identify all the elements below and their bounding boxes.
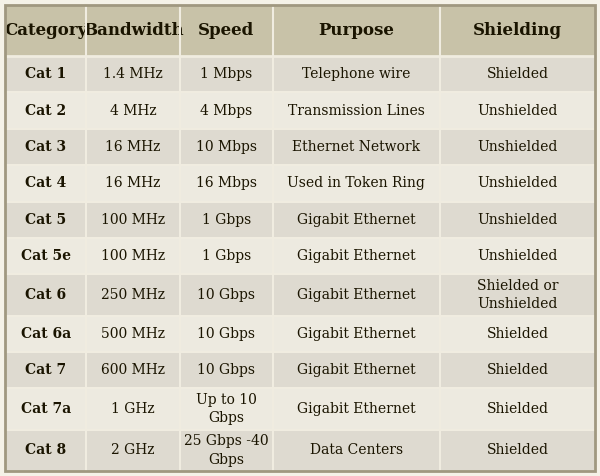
Bar xyxy=(5,5,595,56)
Bar xyxy=(5,274,595,316)
Text: Shielded: Shielded xyxy=(487,363,548,377)
Text: 25 Gbps -40
Gbps: 25 Gbps -40 Gbps xyxy=(184,434,269,466)
Text: Gigabit Ethernet: Gigabit Ethernet xyxy=(297,402,416,416)
Text: 4 Mbps: 4 Mbps xyxy=(200,104,253,118)
Text: Speed: Speed xyxy=(198,22,254,39)
Text: Bandwidth: Bandwidth xyxy=(83,22,184,39)
Text: 1 Gbps: 1 Gbps xyxy=(202,249,251,263)
Text: 16 MHz: 16 MHz xyxy=(106,140,161,154)
Text: Up to 10
Gbps: Up to 10 Gbps xyxy=(196,393,257,425)
Text: Cat 7: Cat 7 xyxy=(25,363,66,377)
Text: 1 GHz: 1 GHz xyxy=(111,402,155,416)
Text: Gigabit Ethernet: Gigabit Ethernet xyxy=(297,363,416,377)
Text: Cat 5: Cat 5 xyxy=(25,213,66,227)
Text: Shielded or
Unshielded: Shielded or Unshielded xyxy=(476,279,558,311)
Text: 10 Mbps: 10 Mbps xyxy=(196,140,257,154)
Bar xyxy=(5,92,595,129)
Text: Shielded: Shielded xyxy=(487,402,548,416)
Text: 1 Gbps: 1 Gbps xyxy=(202,213,251,227)
Text: Used in Token Ring: Used in Token Ring xyxy=(287,177,425,190)
Text: Ethernet Network: Ethernet Network xyxy=(292,140,421,154)
Text: Shielding: Shielding xyxy=(473,22,562,39)
Text: Data Centers: Data Centers xyxy=(310,443,403,457)
Text: Cat 1: Cat 1 xyxy=(25,67,67,81)
Text: Cat 8: Cat 8 xyxy=(25,443,66,457)
Text: 2 GHz: 2 GHz xyxy=(111,443,155,457)
Text: Unshielded: Unshielded xyxy=(477,249,557,263)
Text: Telephone wire: Telephone wire xyxy=(302,67,410,81)
Text: Purpose: Purpose xyxy=(319,22,394,39)
Text: Shielded: Shielded xyxy=(487,67,548,81)
Text: 1.4 MHz: 1.4 MHz xyxy=(103,67,163,81)
Text: Unshielded: Unshielded xyxy=(477,140,557,154)
Bar xyxy=(5,388,595,430)
Text: Unshielded: Unshielded xyxy=(477,177,557,190)
Text: Gigabit Ethernet: Gigabit Ethernet xyxy=(297,249,416,263)
Text: 1 Mbps: 1 Mbps xyxy=(200,67,253,81)
Text: Cat 6: Cat 6 xyxy=(25,288,66,302)
Bar xyxy=(5,316,595,352)
Text: Unshielded: Unshielded xyxy=(477,104,557,118)
Text: 10 Gbps: 10 Gbps xyxy=(197,363,255,377)
Text: 10 Gbps: 10 Gbps xyxy=(197,288,255,302)
Text: Unshielded: Unshielded xyxy=(477,213,557,227)
Text: Transmission Lines: Transmission Lines xyxy=(288,104,425,118)
Bar xyxy=(5,430,595,471)
Bar xyxy=(5,165,595,202)
Text: 4 MHz: 4 MHz xyxy=(110,104,157,118)
Text: 500 MHz: 500 MHz xyxy=(101,327,165,341)
Bar xyxy=(5,129,595,165)
Text: Gigabit Ethernet: Gigabit Ethernet xyxy=(297,288,416,302)
Bar xyxy=(5,202,595,238)
Text: Gigabit Ethernet: Gigabit Ethernet xyxy=(297,327,416,341)
Text: 600 MHz: 600 MHz xyxy=(101,363,165,377)
Text: 100 MHz: 100 MHz xyxy=(101,213,165,227)
Bar xyxy=(5,352,595,388)
Text: Gigabit Ethernet: Gigabit Ethernet xyxy=(297,213,416,227)
Text: 16 Mbps: 16 Mbps xyxy=(196,177,257,190)
Text: 10 Gbps: 10 Gbps xyxy=(197,327,255,341)
Text: Shielded: Shielded xyxy=(487,327,548,341)
Text: Cat 3: Cat 3 xyxy=(25,140,66,154)
Text: 250 MHz: 250 MHz xyxy=(101,288,165,302)
Text: Category: Category xyxy=(4,22,88,39)
Text: 16 MHz: 16 MHz xyxy=(106,177,161,190)
Text: Cat 5e: Cat 5e xyxy=(21,249,71,263)
Text: Cat 2: Cat 2 xyxy=(25,104,66,118)
Text: Shielded: Shielded xyxy=(487,443,548,457)
Text: Cat 6a: Cat 6a xyxy=(20,327,71,341)
Bar xyxy=(5,238,595,274)
Text: Cat 7a: Cat 7a xyxy=(20,402,71,416)
Text: 100 MHz: 100 MHz xyxy=(101,249,165,263)
Text: Cat 4: Cat 4 xyxy=(25,177,67,190)
Bar xyxy=(5,56,595,92)
